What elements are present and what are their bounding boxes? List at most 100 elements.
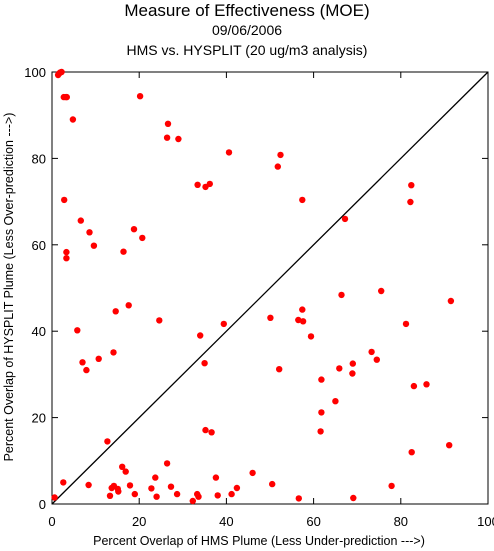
y-tick-label: 0 — [39, 497, 46, 512]
data-point — [267, 314, 274, 321]
data-point — [77, 217, 85, 224]
data-point — [299, 196, 306, 204]
data-point — [423, 381, 430, 388]
x-tick-label: 80 — [394, 514, 408, 529]
plot-border — [51, 71, 489, 505]
x-tick-label: 40 — [219, 514, 233, 529]
data-point — [126, 482, 134, 489]
data-point — [60, 479, 67, 486]
data-point — [276, 366, 283, 373]
data-point — [269, 480, 276, 488]
axis-ticks: 0 20 40 60 80 100 0 20 40 60 80 100 — [24, 65, 494, 529]
data-point — [104, 438, 111, 445]
data-point — [131, 490, 138, 498]
data-point — [317, 428, 324, 435]
data-point — [194, 181, 201, 188]
data-point — [446, 442, 453, 449]
data-point — [156, 317, 163, 324]
data-point — [277, 151, 284, 159]
data-point — [173, 490, 181, 498]
data-point — [130, 226, 138, 233]
y-axis-label: Percent Overlap of HYSPLIT Plume (Less O… — [2, 113, 16, 462]
data-point — [110, 349, 117, 356]
x-axis-label: Percent Overlap of HMS Plume (Less Under… — [93, 534, 425, 548]
data-point — [212, 474, 220, 481]
data-point — [139, 234, 146, 242]
data-point — [120, 248, 127, 255]
data-point — [79, 359, 86, 366]
data-point — [136, 93, 144, 100]
data-point — [299, 306, 306, 313]
x-tick-label: 20 — [132, 514, 146, 529]
data-point — [197, 332, 204, 339]
data-point — [318, 376, 325, 383]
one-to-one-line — [51, 71, 489, 505]
plot-frame — [51, 71, 489, 505]
data-point — [125, 302, 132, 309]
data-point — [228, 490, 235, 498]
x-tick-label: 60 — [306, 514, 320, 529]
data-point — [447, 297, 455, 305]
data-point — [74, 327, 81, 334]
y-tick-label: 100 — [24, 65, 46, 80]
data-point — [63, 255, 70, 262]
data-point — [152, 474, 159, 481]
data-point — [189, 497, 196, 505]
data-point — [407, 198, 414, 206]
data-point — [69, 116, 77, 123]
data-point — [63, 93, 70, 101]
data-points — [51, 68, 455, 505]
data-point — [368, 348, 375, 356]
data-point — [338, 291, 345, 299]
data-point — [163, 460, 171, 467]
data-point — [274, 163, 281, 170]
x-tick-label: 100 — [477, 514, 494, 529]
data-point — [60, 196, 68, 204]
data-point — [214, 492, 221, 499]
data-point — [233, 484, 241, 492]
data-point — [225, 149, 233, 156]
data-point — [63, 248, 70, 256]
data-point — [95, 355, 102, 362]
data-point — [51, 494, 58, 501]
data-point — [115, 488, 122, 495]
data-point — [307, 333, 315, 340]
data-point — [122, 468, 129, 475]
y-tick-label: 60 — [32, 238, 46, 253]
y-tick-label: 80 — [32, 151, 46, 166]
data-point — [163, 134, 171, 141]
data-point — [249, 469, 256, 477]
data-point — [341, 215, 349, 223]
data-point — [175, 135, 182, 143]
data-point — [378, 287, 385, 295]
data-point — [332, 398, 339, 405]
data-point — [318, 409, 325, 416]
data-point — [201, 360, 208, 367]
data-point — [373, 356, 380, 363]
data-point — [167, 483, 175, 490]
data-point — [295, 316, 302, 324]
data-point — [106, 492, 114, 499]
data-point — [206, 180, 213, 188]
data-point — [202, 426, 209, 434]
data-point — [90, 242, 98, 249]
data-point — [220, 320, 227, 328]
y-tick-label: 20 — [32, 411, 46, 426]
data-point — [153, 493, 160, 500]
data-point — [112, 308, 119, 315]
data-point — [349, 360, 356, 367]
data-point — [388, 482, 395, 490]
data-point — [148, 485, 155, 492]
data-point — [295, 495, 302, 502]
data-point — [85, 481, 92, 489]
data-point — [208, 429, 215, 436]
data-point — [86, 229, 93, 236]
data-point — [195, 493, 202, 500]
data-point — [402, 320, 410, 328]
data-point — [408, 182, 415, 189]
data-point — [336, 365, 343, 372]
data-point — [164, 120, 172, 128]
x-tick-label: 0 — [48, 514, 55, 529]
data-point — [119, 463, 126, 470]
